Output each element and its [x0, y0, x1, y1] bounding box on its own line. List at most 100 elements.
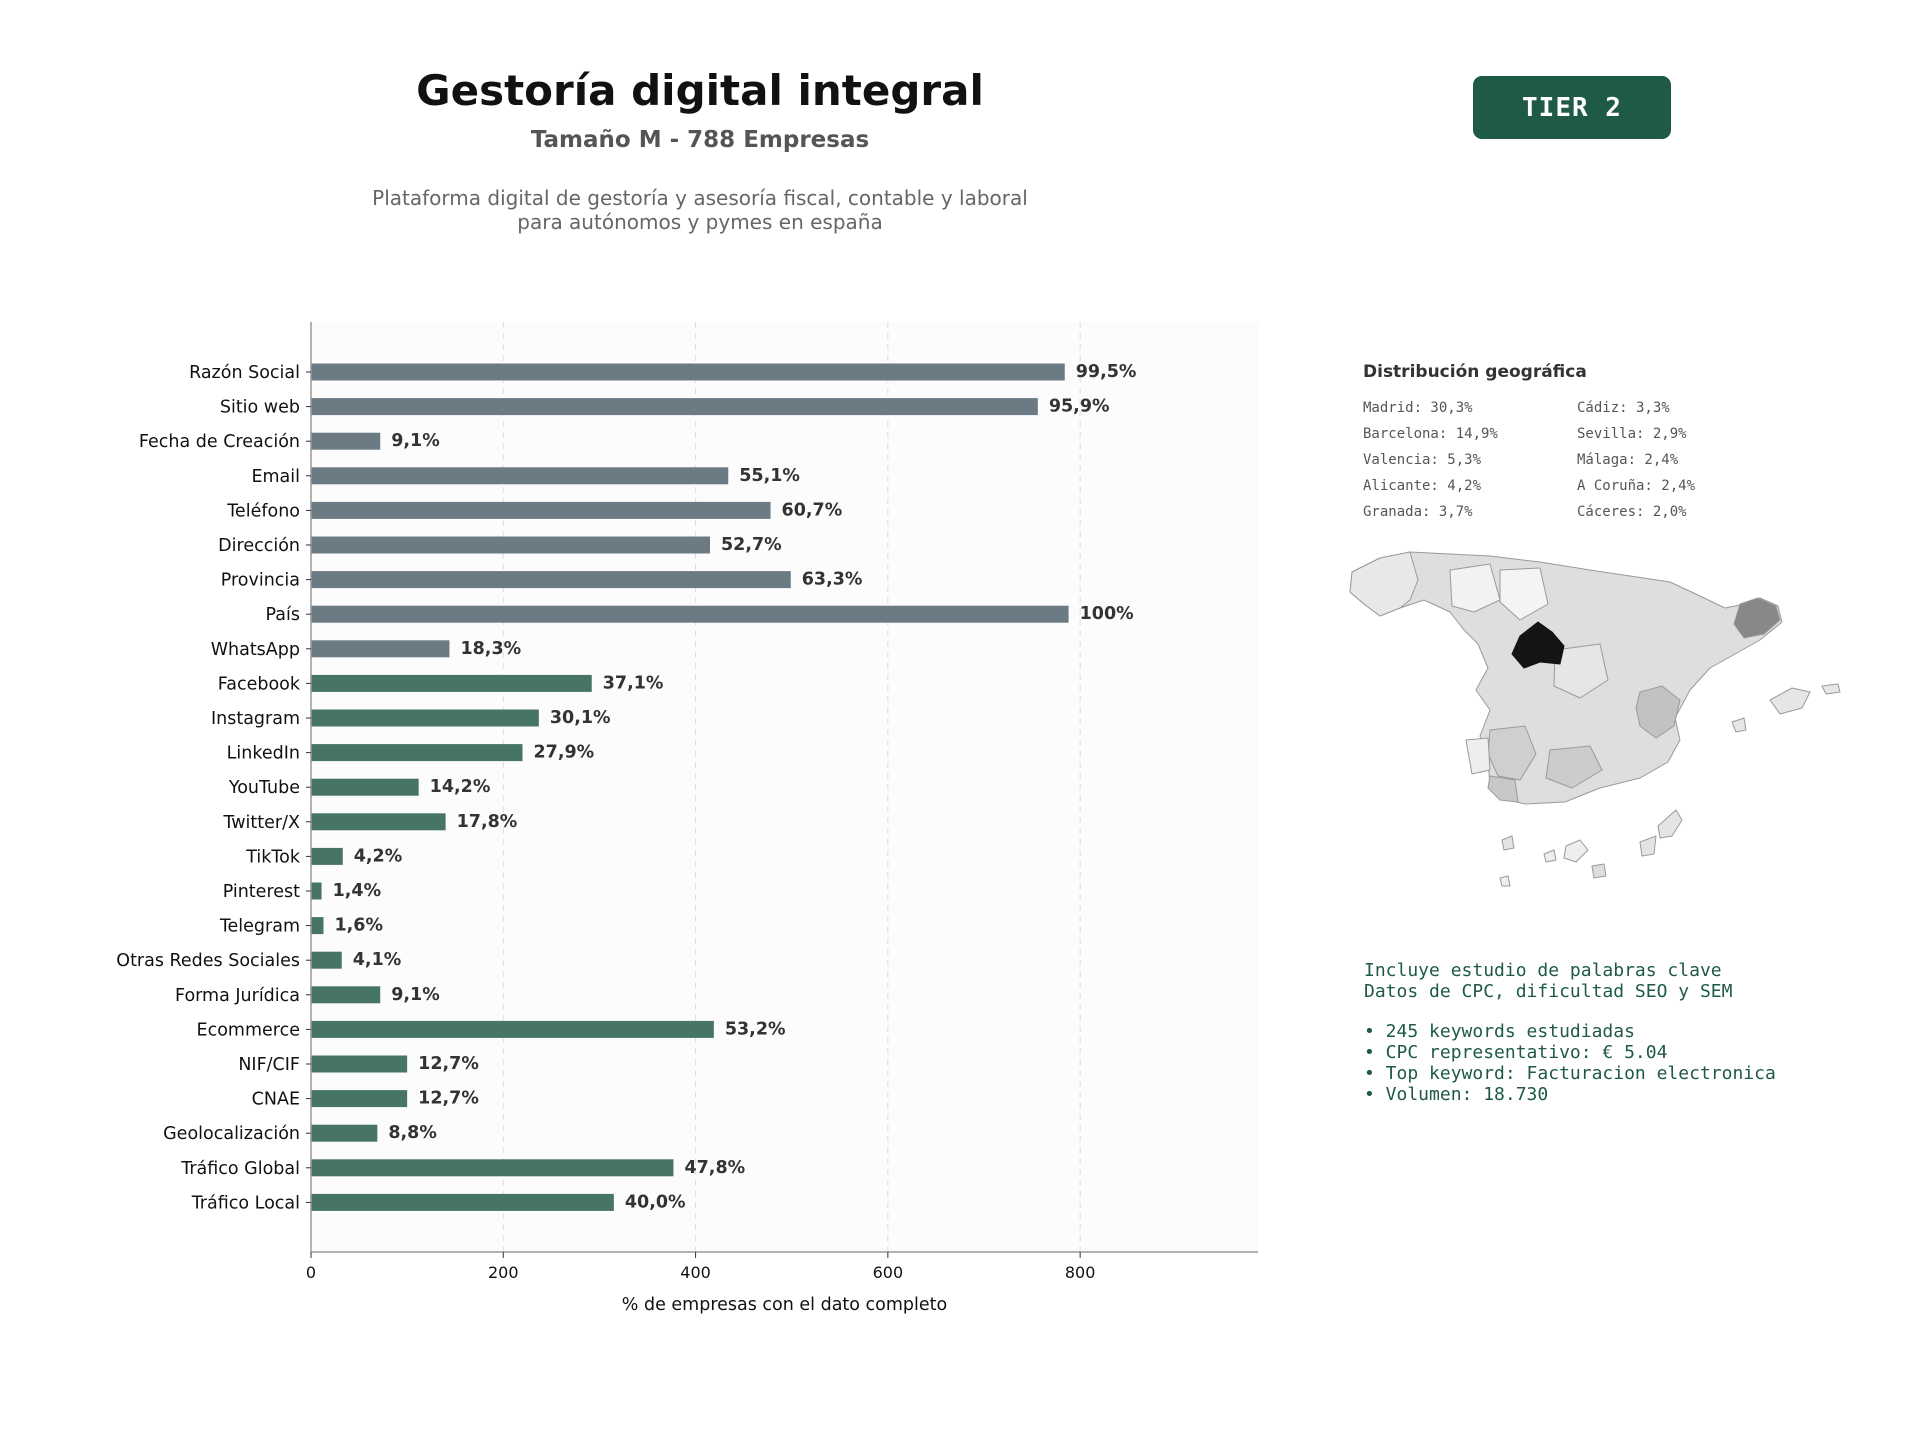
category-label: TikTok	[245, 847, 301, 867]
map-region-huelva	[1465, 737, 1491, 775]
category-label: Sitio web	[220, 398, 300, 418]
category-label: País	[266, 605, 300, 625]
bar	[311, 1124, 378, 1142]
value-label: 1,6%	[334, 916, 383, 936]
value-label: 52,7%	[721, 535, 782, 555]
category-label: Teléfono	[226, 501, 300, 521]
geo-distribution-list: Madrid: 30,3% Cádiz: 3,3% Barcelona: 14,…	[1363, 400, 1791, 524]
value-label: 37,1%	[603, 673, 664, 693]
bar	[311, 951, 342, 969]
bar	[311, 363, 1065, 381]
bar	[311, 674, 592, 692]
geo-item: Alicante: 4,2%	[1363, 478, 1482, 494]
geo-item: Valencia: 5,3%	[1363, 452, 1482, 468]
bar	[311, 1193, 614, 1211]
geo-item: A Coruña: 2,4%	[1577, 478, 1696, 494]
category-label: Dirección	[218, 536, 300, 556]
bar	[311, 778, 419, 796]
info-bullet-keywords: • 245 keywords estudiadas	[1364, 1021, 1635, 1042]
value-label: 4,1%	[353, 950, 402, 970]
page-description: Plataforma digital de gestoría y asesorí…	[0, 186, 1400, 234]
category-label: Email	[251, 467, 300, 487]
bar	[311, 432, 381, 450]
info-line-1: Incluye estudio de palabras clave	[1364, 960, 1722, 981]
bar	[311, 847, 343, 865]
category-label: Tráfico Local	[191, 1193, 300, 1213]
bar	[311, 917, 324, 935]
geo-item: Cáceres: 2,0%	[1577, 504, 1687, 520]
bar	[311, 501, 771, 519]
category-label: Facebook	[218, 674, 301, 694]
geo-item: Málaga: 2,4%	[1577, 452, 1679, 468]
map-region-burgos	[1499, 567, 1549, 621]
map-region-cadiz	[1487, 775, 1519, 803]
map-region-madrid	[1511, 621, 1565, 669]
spain-map	[1349, 551, 1841, 887]
x-tick-label: 0	[306, 1263, 316, 1282]
info-line-2: Datos de CPC, dificultad SEO y SEM	[1364, 981, 1733, 1002]
value-label: 53,2%	[725, 1019, 786, 1039]
map-region-cuenca	[1553, 643, 1609, 699]
category-label: Otras Redes Sociales	[116, 951, 300, 971]
map-region-leon	[1449, 563, 1501, 613]
x-tick-label: 200	[488, 1263, 519, 1282]
bar	[311, 605, 1069, 623]
value-label: 12,7%	[418, 1089, 479, 1109]
category-label: Provincia	[221, 571, 300, 591]
bar	[311, 986, 381, 1004]
map-region-granada	[1545, 745, 1603, 789]
bar	[311, 398, 1038, 416]
geo-item: Sevilla: 2,9%	[1577, 426, 1687, 442]
map-canary-2	[1543, 849, 1557, 863]
bar	[311, 640, 450, 658]
info-bullet-top-keyword: • Top keyword: Facturacion electronica	[1364, 1063, 1776, 1084]
category-label: LinkedIn	[227, 744, 300, 764]
geo-item: Madrid: 30,3%	[1363, 400, 1473, 416]
bar	[311, 467, 729, 485]
category-label: Ecommerce	[197, 1020, 300, 1040]
keyword-info: Incluye estudio de palabras clave Datos …	[1364, 960, 1776, 1105]
description-line-2: para autónomos y pymes en españa	[517, 210, 883, 234]
info-bullet-cpc: • CPC representativo: € 5.04	[1364, 1042, 1668, 1063]
map-canary-1	[1501, 835, 1515, 851]
category-label: YouTube	[228, 778, 300, 798]
map-region-galicia	[1349, 551, 1419, 617]
category-label: Razón Social	[189, 363, 300, 383]
bar	[311, 813, 446, 831]
map-canary-6	[1657, 809, 1683, 839]
bar	[311, 1159, 674, 1177]
category-label: Telegram	[219, 917, 300, 937]
map-canary-3	[1563, 839, 1589, 863]
description-line-1: Plataforma digital de gestoría y asesorí…	[372, 186, 1028, 210]
map-canary-4	[1591, 863, 1607, 879]
bar	[311, 1020, 714, 1038]
map-region-valencia	[1635, 685, 1681, 739]
value-label: 18,3%	[460, 639, 521, 659]
value-label: 100%	[1080, 604, 1134, 624]
info-bullet-volume: • Volumen: 18.730	[1364, 1084, 1549, 1105]
value-label: 9,1%	[391, 985, 440, 1005]
x-tick-label: 800	[1065, 1263, 1096, 1282]
bar-chart: Razón Social 99,5% Sitio web 95,9% Fecha de …	[116, 322, 1258, 1315]
bar	[311, 744, 523, 762]
map-balearic-menorca	[1821, 683, 1841, 695]
map-balearic-mallorca	[1769, 687, 1811, 715]
category-label: Pinterest	[223, 882, 300, 902]
map-canary-5	[1639, 835, 1657, 857]
category-label: Geolocalización	[163, 1124, 300, 1144]
geo-item: Cádiz: 3,3%	[1577, 400, 1670, 416]
value-label: 95,9%	[1049, 397, 1110, 417]
category-label: CNAE	[252, 1090, 300, 1110]
bar	[311, 536, 710, 554]
x-tick-label: 400	[680, 1263, 711, 1282]
bar	[311, 882, 322, 900]
category-label: Instagram	[211, 709, 300, 729]
bar	[311, 1090, 408, 1108]
geo-distribution-title: Distribución geográfica	[1363, 362, 1587, 382]
value-label: 30,1%	[550, 708, 611, 728]
value-label: 9,1%	[391, 431, 440, 451]
bar	[311, 571, 791, 589]
value-label: 55,1%	[739, 466, 800, 486]
page-title: Gestoría digital integral	[416, 66, 984, 115]
value-label: 99,5%	[1076, 362, 1137, 382]
